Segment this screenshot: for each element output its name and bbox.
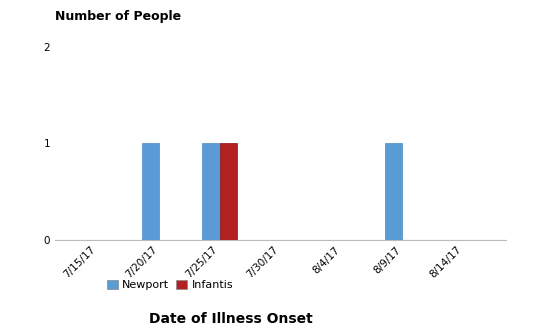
Legend: Newport, Infantis: Newport, Infantis	[104, 278, 235, 292]
Bar	[219, 143, 236, 240]
Bar	[386, 143, 403, 240]
Text: Number of People: Number of People	[55, 10, 181, 23]
Text: Date of Illness Onset: Date of Illness Onset	[149, 312, 313, 326]
Bar	[202, 143, 219, 240]
Bar	[141, 143, 158, 240]
